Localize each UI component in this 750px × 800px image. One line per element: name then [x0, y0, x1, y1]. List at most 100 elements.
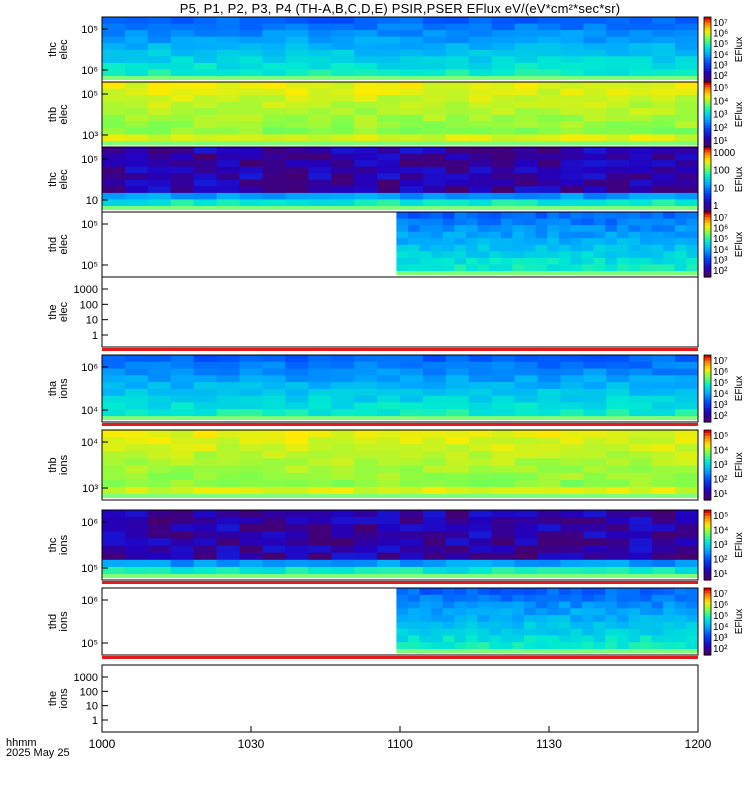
- heatmap-cell: [125, 480, 148, 488]
- heatmap-cell: [354, 199, 377, 206]
- heatmap-cell: [663, 588, 675, 595]
- heatmap-cell: [400, 531, 423, 539]
- heatmap-cell: [492, 430, 515, 438]
- heatmap-cell: [492, 43, 515, 50]
- heatmap-cell: [605, 225, 617, 232]
- heatmap-cell: [217, 375, 240, 382]
- heatmap-cell: [396, 615, 408, 622]
- heatmap-cell: [652, 355, 675, 362]
- heatmap-cell: [629, 186, 652, 193]
- colorbar-tick-label: 10³: [713, 400, 728, 411]
- heatmap-cell: [396, 635, 408, 642]
- heatmap-cell: [469, 531, 492, 539]
- heatmap-cell: [423, 437, 446, 445]
- heatmap-cell: [171, 63, 194, 70]
- heatmap-cell: [396, 238, 408, 245]
- heatmap-cell: [538, 524, 561, 532]
- heatmap-cell: [308, 451, 331, 459]
- heatmap-cell: [561, 82, 584, 89]
- heatmap-cell: [686, 615, 698, 622]
- heatmap-cell: [512, 635, 524, 642]
- heatmap-cell: [125, 437, 148, 445]
- heatmap-cell: [561, 115, 584, 122]
- heatmap-cell: [148, 487, 171, 495]
- x-tick-label: 1100: [387, 737, 413, 751]
- heatmap-cell: [675, 50, 698, 57]
- heatmap-cell: [377, 437, 400, 445]
- heatmap-cell: [240, 134, 263, 141]
- heatmap-cell: [240, 50, 263, 57]
- y-tick-label: 10³: [82, 130, 98, 142]
- heatmap-cell: [354, 50, 377, 57]
- heatmap-cell: [605, 238, 617, 245]
- heatmap-cell: [559, 622, 571, 629]
- heatmap-cell: [538, 409, 561, 416]
- heatmap-cell: [102, 524, 125, 532]
- heatmap-cell: [454, 635, 466, 642]
- heatmap-cell: [331, 43, 354, 50]
- heatmap-cell: [194, 362, 217, 369]
- heatmap-cell: [102, 167, 125, 174]
- heatmap-cell: [408, 615, 420, 622]
- heatmap-cell: [561, 430, 584, 438]
- heatmap-cell: [469, 154, 492, 161]
- heatmap-cell: [489, 588, 501, 595]
- heatmap-cell: [538, 108, 561, 115]
- heatmap-cell: [652, 212, 664, 219]
- heatmap-cell: [515, 538, 538, 546]
- heatmap-cell: [652, 232, 664, 239]
- heatmap-cell: [446, 473, 469, 481]
- heatmap-cell: [561, 510, 584, 518]
- heatmap-cell: [469, 193, 492, 200]
- heatmap-cell: [194, 546, 217, 554]
- heatmap-cell: [240, 458, 263, 466]
- heatmap-cell: [408, 251, 420, 258]
- heatmap-cell: [536, 219, 548, 226]
- heatmap-cell: [478, 595, 490, 602]
- heatmap-cell: [263, 560, 286, 568]
- heatmap-cell: [606, 480, 629, 488]
- heatmap-cell: [263, 193, 286, 200]
- heatmap-cell: [652, 375, 675, 382]
- heatmap-cell: [217, 430, 240, 438]
- heatmap-cell: [125, 50, 148, 57]
- heatmap-cell: [102, 574, 698, 578]
- heatmap-cell: [217, 56, 240, 63]
- heatmap-cell: [400, 37, 423, 44]
- heatmap-cell: [171, 480, 194, 488]
- heatmap-cell: [492, 115, 515, 122]
- heatmap-cell: [354, 69, 377, 76]
- heatmap-cell: [125, 89, 148, 96]
- heatmap-cell: [285, 56, 308, 63]
- heatmap-cell: [652, 154, 675, 161]
- heatmap-cell: [171, 160, 194, 167]
- heatmap-cell: [354, 102, 377, 109]
- heatmap-cell: [285, 389, 308, 396]
- heatmap-cell: [171, 369, 194, 376]
- heatmap-cell: [194, 480, 217, 488]
- heatmap-cell: [515, 199, 538, 206]
- heatmap-cell: [377, 362, 400, 369]
- heatmap-cell: [489, 615, 501, 622]
- heatmap-cell: [536, 232, 548, 239]
- heatmap-cell: [431, 225, 443, 232]
- heatmap-cell: [354, 362, 377, 369]
- heatmap-cell: [171, 115, 194, 122]
- heatmap-cell: [148, 538, 171, 546]
- heatmap-cell: [102, 186, 125, 193]
- heatmap-cell: [515, 473, 538, 481]
- heatmap-cell: [308, 180, 331, 187]
- colorbar-tick-label: 10³: [713, 633, 728, 644]
- heatmap-cell: [240, 160, 263, 167]
- heatmap-cell: [675, 375, 698, 382]
- heatmap-cell: [547, 615, 559, 622]
- heatmap-cell: [148, 82, 171, 89]
- heatmap-cell: [469, 160, 492, 167]
- heatmap-cell: [561, 102, 584, 109]
- heatmap-cell: [240, 531, 263, 539]
- heatmap-cell: [515, 17, 538, 24]
- y-tick-label: 10⁴: [81, 405, 98, 417]
- heatmap-cell: [583, 121, 606, 128]
- heatmap-cell: [454, 251, 466, 258]
- heatmap-cell: [629, 458, 652, 466]
